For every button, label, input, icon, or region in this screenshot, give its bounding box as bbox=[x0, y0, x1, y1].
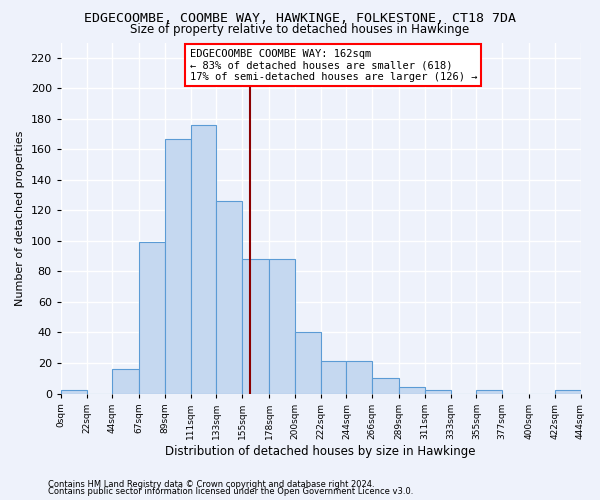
Bar bbox=[165, 138, 191, 394]
Text: EDGECOOMBE COOMBE WAY: 162sqm
← 83% of detached houses are smaller (618)
17% of : EDGECOOMBE COOMBE WAY: 162sqm ← 83% of d… bbox=[190, 48, 477, 82]
Bar bbox=[476, 390, 502, 394]
Text: Contains HM Land Registry data © Crown copyright and database right 2024.: Contains HM Land Registry data © Crown c… bbox=[48, 480, 374, 489]
Bar bbox=[320, 362, 346, 394]
Bar bbox=[555, 390, 581, 394]
Bar bbox=[295, 332, 320, 394]
Bar bbox=[217, 201, 242, 394]
Text: Size of property relative to detached houses in Hawkinge: Size of property relative to detached ho… bbox=[130, 22, 470, 36]
Bar bbox=[139, 242, 165, 394]
Y-axis label: Number of detached properties: Number of detached properties bbox=[15, 130, 25, 306]
Text: EDGECOOMBE, COOMBE WAY, HAWKINGE, FOLKESTONE, CT18 7DA: EDGECOOMBE, COOMBE WAY, HAWKINGE, FOLKES… bbox=[84, 12, 516, 26]
Bar bbox=[61, 390, 86, 394]
Bar bbox=[399, 388, 425, 394]
Bar bbox=[372, 378, 399, 394]
Bar bbox=[242, 259, 269, 394]
Bar bbox=[425, 390, 451, 394]
Bar bbox=[112, 369, 139, 394]
Bar bbox=[191, 125, 217, 394]
Bar bbox=[269, 259, 295, 394]
Bar bbox=[346, 362, 372, 394]
X-axis label: Distribution of detached houses by size in Hawkinge: Distribution of detached houses by size … bbox=[166, 444, 476, 458]
Text: Contains public sector information licensed under the Open Government Licence v3: Contains public sector information licen… bbox=[48, 487, 413, 496]
